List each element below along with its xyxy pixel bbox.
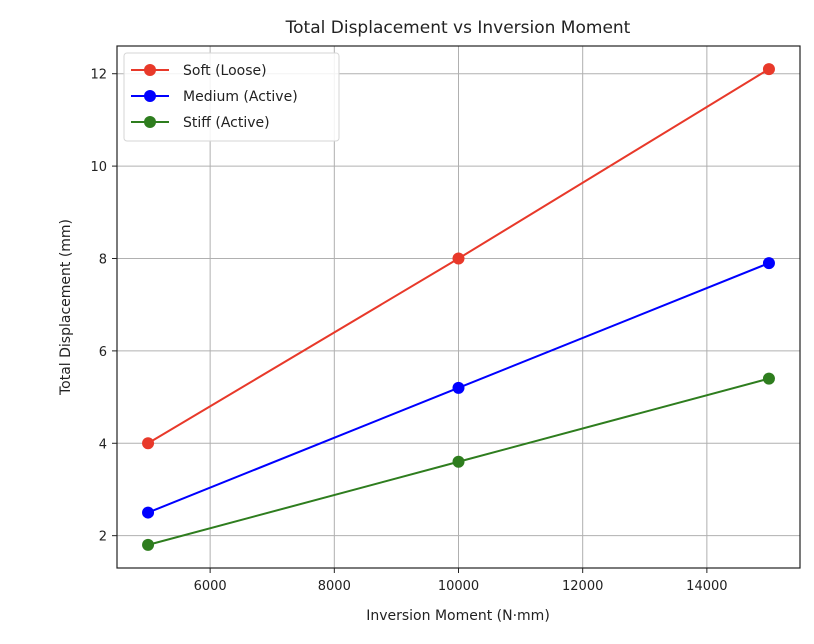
legend-marker-icon xyxy=(144,64,156,76)
x-axis-ticks: 6000 8000 10000 12000 14000 xyxy=(194,568,728,594)
legend-label: Soft (Loose) xyxy=(183,63,267,79)
chart-title: Total Displacement vs Inversion Moment xyxy=(285,18,631,38)
data-point-marker xyxy=(142,538,155,551)
legend-marker-icon xyxy=(144,90,156,102)
data-point-marker xyxy=(762,257,775,270)
data-point-marker xyxy=(142,506,155,519)
data-point-marker xyxy=(762,372,775,385)
series-lines xyxy=(142,63,775,551)
legend-marker-icon xyxy=(144,116,156,128)
y-tick-label: 10 xyxy=(90,160,107,175)
data-point-marker xyxy=(452,252,465,265)
data-point-marker xyxy=(452,381,465,394)
y-axis-label: Total Displacement (mm) xyxy=(58,219,74,396)
y-tick-label: 6 xyxy=(99,345,107,360)
legend: Soft (Loose) Medium (Active) Stiff (Active… xyxy=(123,52,340,142)
x-tick-label: 8000 xyxy=(318,579,351,594)
x-tick-label: 14000 xyxy=(686,579,727,594)
legend-label: Stiff (Active) xyxy=(183,115,270,131)
y-tick-label: 2 xyxy=(99,530,107,545)
data-point-marker xyxy=(762,63,775,76)
data-point-marker xyxy=(142,437,155,450)
y-tick-label: 4 xyxy=(99,437,107,452)
y-tick-label: 8 xyxy=(99,252,107,267)
x-axis-label: Inversion Moment (N·mm) xyxy=(366,608,550,624)
legend-label: Medium (Active) xyxy=(183,89,298,105)
y-tick-label: 12 xyxy=(90,68,107,83)
x-tick-label: 10000 xyxy=(438,579,479,594)
y-axis-ticks: 2 4 6 8 10 12 xyxy=(90,68,117,545)
x-tick-label: 6000 xyxy=(194,579,227,594)
legend-box xyxy=(123,52,340,142)
data-point-marker xyxy=(452,455,465,468)
x-tick-label: 12000 xyxy=(562,579,603,594)
